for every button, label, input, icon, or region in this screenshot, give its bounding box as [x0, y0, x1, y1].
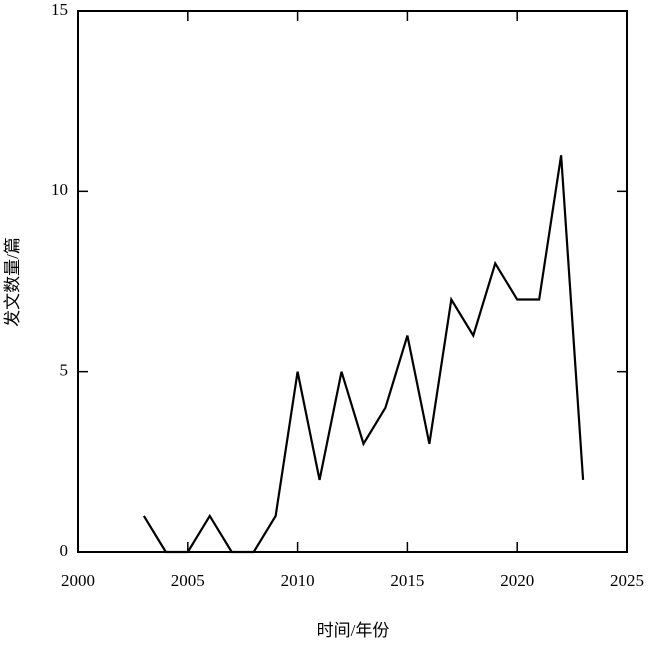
x-tick-label: 2000	[61, 571, 95, 590]
y-axis-label: 发文数量/篇	[3, 237, 22, 327]
x-tick-label: 2020	[500, 571, 534, 590]
x-axis-label: 时间/年份	[317, 621, 390, 640]
x-tick-label: 2010	[281, 571, 315, 590]
x-tick-label: 2015	[390, 571, 424, 590]
y-tick-label: 5	[60, 361, 69, 380]
x-tick-label: 2025	[610, 571, 644, 590]
y-tick-label: 15	[51, 0, 68, 19]
y-tick-label: 0	[60, 541, 69, 560]
y-tick-label: 10	[51, 180, 68, 199]
plot-frame	[77, 10, 628, 553]
data-line	[142, 155, 585, 554]
x-tick-label: 2005	[171, 571, 205, 590]
